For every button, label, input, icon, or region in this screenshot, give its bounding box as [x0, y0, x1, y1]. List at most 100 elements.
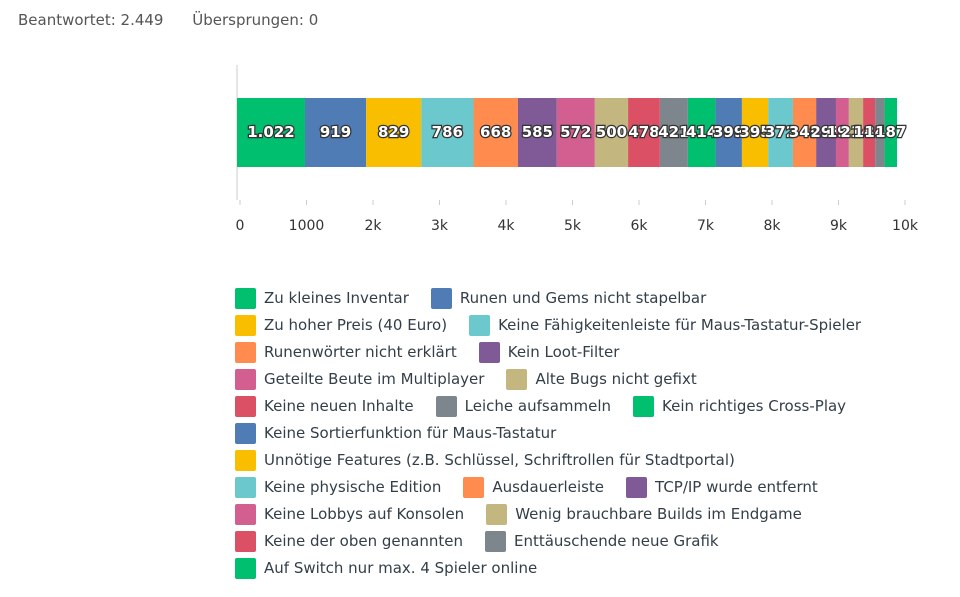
x-tick-label: 0	[236, 218, 245, 234]
legend-label: Wenig brauchbare Builds im Endgame	[515, 505, 802, 523]
legend-swatch	[235, 395, 256, 417]
legend-label: TCP/IP wurde entfernt	[655, 478, 818, 496]
legend-item: TCP/IP wurde entfernt	[626, 476, 818, 498]
bar-segment	[792, 98, 817, 167]
bar-segment	[366, 98, 422, 167]
bar-segment	[556, 98, 595, 167]
legend-label: Zu kleines Inventar	[264, 289, 409, 307]
value-label: 298	[810, 123, 841, 141]
legend-swatch	[484, 530, 506, 552]
x-tick-label: 7k	[697, 218, 715, 234]
legend-swatch	[235, 368, 256, 390]
summary: Beantwortet: 2.449 Übersprungen: 0	[18, 11, 342, 29]
legend-item: Keine der oben genannten	[235, 530, 463, 552]
value-label: 786	[432, 123, 463, 141]
legend-label: Keine physische Edition	[264, 478, 442, 496]
legend-label: Runenwörter nicht erklärt	[264, 343, 457, 361]
x-tick-label: 10k	[892, 218, 919, 234]
value-label: 500	[596, 123, 627, 141]
value-label: 421	[658, 123, 689, 141]
legend-label: Unnötige Features (z.B. Schlüssel, Schri…	[264, 451, 735, 469]
bar-segment	[816, 98, 836, 167]
legend-swatch	[235, 422, 256, 444]
legend-swatch	[235, 341, 256, 363]
legend-label: Auf Switch nur max. 4 Spieler online	[264, 559, 538, 577]
legend-label: Keine Sortierfunktion für Maus-Tastatur	[264, 424, 557, 442]
legend-item: Leiche aufsammeln	[435, 395, 611, 417]
bar-segment	[237, 98, 305, 167]
legend-swatch	[235, 557, 256, 579]
legend-swatch	[235, 287, 256, 309]
value-label: 414	[686, 123, 717, 141]
legend-swatch	[430, 287, 452, 309]
legend-item: Enttäuschende neue Grafik	[484, 530, 719, 552]
bar-segment	[687, 98, 716, 167]
value-label: 478	[628, 123, 659, 141]
legend-label: Keine neuen Inhalte	[264, 397, 414, 415]
legend-label: Runen und Gems nicht stapelbar	[459, 289, 707, 307]
bar-segment	[628, 98, 660, 167]
legend-item: Kein richtiges Cross-Play	[633, 395, 846, 417]
legend-swatch	[633, 395, 655, 417]
bar-segment	[875, 98, 885, 167]
value-label: 1.022	[247, 123, 294, 141]
bar-segment	[835, 98, 849, 167]
legend-item: Ausdauerleiste	[463, 476, 604, 498]
bar-segment	[768, 98, 793, 167]
bar-segment	[421, 98, 474, 167]
x-tick-label: 1000	[289, 218, 325, 234]
legend-swatch	[235, 476, 256, 498]
value-label: 919	[320, 123, 351, 141]
legend-label: Kein richtiges Cross-Play	[662, 397, 847, 415]
legend-item: Runen und Gems nicht stapelbar	[430, 287, 707, 309]
bar-segment	[848, 98, 864, 167]
value-label: 572	[560, 123, 591, 141]
legend-swatch	[235, 503, 256, 525]
bar-segment	[741, 98, 769, 167]
legend-item: Keine physische Edition	[235, 476, 441, 498]
x-tick-label: 5k	[564, 218, 582, 234]
legend-swatch	[235, 449, 256, 471]
value-label: 585	[522, 123, 553, 141]
legend-swatch	[435, 395, 457, 417]
value-label: 187	[875, 123, 906, 141]
legend-item: Keine Sortierfunktion für Maus-Tastatur	[235, 422, 556, 444]
bar-segment	[304, 98, 367, 167]
legend-swatch	[463, 476, 485, 498]
legend-swatch	[478, 341, 500, 363]
legend-item: Zu kleines Inventar	[235, 287, 409, 309]
legend-label: Enttäuschende neue Grafik	[513, 532, 719, 550]
legend-swatch	[235, 530, 256, 552]
legend-item: Unnötige Features (z.B. Schlüssel, Schri…	[235, 449, 735, 471]
legend-label: Zu hoher Preis (40 Euro)	[264, 316, 448, 334]
legend-item: Kein Loot-Filter	[478, 341, 620, 363]
legend-label: Keine Lobbys auf Konsolen	[264, 505, 465, 523]
legend-swatch	[235, 314, 256, 336]
legend-item: Alte Bugs nicht gefixt	[506, 368, 697, 390]
legend-item: Keine neuen Inhalte	[235, 395, 414, 417]
bar-segment	[863, 98, 876, 167]
value-label: 372	[765, 123, 796, 141]
legend-label: Keine der oben genannten	[264, 532, 463, 550]
legend-item: Wenig brauchbare Builds im Endgame	[486, 503, 802, 525]
chart: 0 1000 2k 3k 4k 5k 6k 7k 8k 9k 10k 1.022 919 829 786 66…	[236, 65, 919, 234]
value-label: 399	[713, 123, 744, 141]
value-label: 349	[789, 123, 820, 141]
legend-item: Auf Switch nur max. 4 Spieler online	[235, 557, 537, 579]
bar-segment	[473, 98, 518, 167]
value-label: 395	[739, 123, 770, 141]
legend-label: Kein Loot-Filter	[507, 343, 620, 361]
legend-swatch	[469, 314, 491, 336]
skipped: Übersprungen: 0	[192, 11, 319, 29]
legend-label: Keine Fähigkeitenleiste für Maus-Tastatu…	[498, 316, 862, 334]
x-tick-label: 6k	[630, 218, 648, 234]
bar-segment	[715, 98, 742, 167]
legend-item: Geteilte Beute im Multiplayer	[235, 368, 484, 390]
legend-label: Alte Bugs nicht gefixt	[535, 370, 697, 388]
answered: Beantwortet: 2.449	[18, 11, 164, 29]
x-tick-label: 9k	[830, 218, 848, 234]
x-tick-label: 3k	[431, 218, 449, 234]
legend: Zu kleines Inventar Runen und Gems nicht …	[235, 287, 905, 579]
legend-swatch	[626, 476, 648, 498]
